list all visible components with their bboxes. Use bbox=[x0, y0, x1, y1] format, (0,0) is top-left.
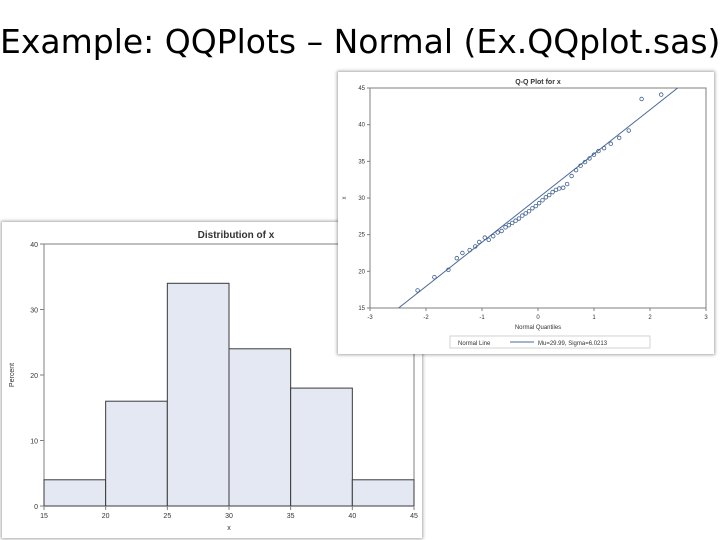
y-tick-label: 20 bbox=[358, 269, 365, 275]
qq-point bbox=[460, 250, 465, 256]
qq-point bbox=[486, 237, 491, 242]
qq-point bbox=[510, 220, 515, 226]
x-tick-label: -2 bbox=[423, 315, 429, 321]
x-tick-label: 2 bbox=[648, 315, 652, 321]
qq-point bbox=[591, 152, 597, 157]
histogram-bar bbox=[105, 400, 168, 507]
qq-point bbox=[454, 255, 459, 261]
qq-point bbox=[516, 216, 522, 221]
qq-point bbox=[601, 145, 607, 151]
histogram-bar bbox=[43, 479, 107, 507]
histogram-chart: Distribution of x 0 10 20 30 40 15 20 25 30 35 40 45… bbox=[9, 230, 418, 532]
qq-point bbox=[546, 192, 552, 198]
histogram-bar bbox=[166, 282, 230, 507]
x-axis-label: Normal Quantiles bbox=[515, 325, 561, 331]
qq-point bbox=[617, 135, 622, 141]
legend-title: Normal Line bbox=[458, 341, 491, 347]
qq-point bbox=[582, 159, 588, 165]
y-tick-label: 15 bbox=[358, 306, 365, 312]
x-axis-label: x bbox=[227, 525, 231, 532]
x-tick-label: 1 bbox=[592, 315, 596, 321]
qq-point bbox=[533, 203, 538, 209]
x-tick-label: 15 bbox=[40, 513, 48, 520]
qq-point bbox=[499, 228, 504, 234]
x-tick-label: 35 bbox=[287, 513, 295, 520]
qq-reference-line bbox=[397, 88, 679, 308]
qq-title: Q-Q Plot for x bbox=[515, 79, 561, 86]
qq-point bbox=[540, 197, 545, 203]
legend-entry: Mu=29.99, Sigma=6.0213 bbox=[538, 341, 608, 347]
qq-point bbox=[476, 239, 482, 245]
qq-point bbox=[432, 274, 437, 280]
qq-point bbox=[569, 173, 574, 179]
x-tick-label: 0 bbox=[536, 315, 540, 321]
qq-point bbox=[473, 244, 478, 249]
qq-point bbox=[482, 235, 487, 240]
qq-point bbox=[626, 128, 631, 133]
x-tick-label: 45 bbox=[410, 513, 418, 520]
qq-point bbox=[530, 206, 535, 211]
qq-point bbox=[564, 181, 570, 187]
y-tick-label: 40 bbox=[358, 123, 365, 129]
x-tick-label: 25 bbox=[163, 513, 171, 520]
x-tick-label: -3 bbox=[367, 315, 373, 321]
qq-point bbox=[503, 225, 508, 230]
x-tick-label: 30 bbox=[225, 513, 233, 520]
x-tick-label: -1 bbox=[479, 315, 485, 321]
qq-point bbox=[578, 163, 583, 168]
qq-point bbox=[526, 208, 532, 214]
slide-title: Example: QQPlots – Normal (Ex.QQplot.sas… bbox=[0, 22, 720, 61]
qq-point bbox=[608, 141, 613, 146]
y-tick-label: 0 bbox=[34, 504, 38, 511]
histogram-bar bbox=[228, 348, 292, 507]
qq-point bbox=[520, 213, 525, 218]
qq-point bbox=[659, 92, 664, 97]
qq-point bbox=[573, 167, 579, 173]
qq-plot-panel: Q-Q Plot for x 15 20 25 30 35 40 45 -3 -2 -1 0 1 2 3 No… bbox=[338, 72, 714, 354]
qq-point bbox=[490, 233, 496, 239]
y-tick-label: 45 bbox=[358, 86, 365, 92]
qq-plot-chart: Q-Q Plot for x 15 20 25 30 35 40 45 -3 -2 -1 0 1 2 3 No… bbox=[342, 79, 708, 349]
y-tick-label: 40 bbox=[30, 242, 38, 249]
qq-point bbox=[495, 230, 500, 235]
qq-point bbox=[560, 185, 566, 190]
qq-point bbox=[596, 148, 601, 154]
x-tick-label: 40 bbox=[348, 513, 356, 520]
qq-point bbox=[467, 247, 472, 253]
histogram-bar bbox=[351, 479, 415, 507]
qq-point bbox=[550, 189, 555, 195]
qq-point bbox=[536, 200, 542, 206]
qq-point bbox=[506, 222, 512, 228]
y-tick-label: 25 bbox=[358, 233, 365, 239]
qq-point bbox=[557, 186, 562, 191]
y-tick-label: 35 bbox=[358, 159, 365, 165]
y-axis-label: Percent bbox=[9, 363, 16, 387]
qq-point bbox=[415, 288, 420, 293]
histogram-title: Distribution of x bbox=[198, 230, 275, 241]
qq-point bbox=[543, 195, 549, 200]
y-tick-label: 30 bbox=[358, 196, 365, 202]
qq-point bbox=[446, 267, 451, 273]
legend-box bbox=[449, 335, 651, 349]
y-tick-label: 30 bbox=[30, 308, 38, 315]
y-tick-label: 20 bbox=[30, 373, 38, 380]
qq-point bbox=[639, 96, 644, 102]
x-tick-label: 3 bbox=[704, 315, 708, 321]
qq-point bbox=[523, 211, 528, 216]
y-tick-label: 10 bbox=[30, 439, 38, 446]
histogram-bar bbox=[290, 387, 353, 507]
x-tick-label: 20 bbox=[102, 513, 110, 520]
y-axis-label: x bbox=[342, 197, 348, 200]
qq-point bbox=[513, 218, 518, 223]
qq-point bbox=[587, 156, 592, 161]
